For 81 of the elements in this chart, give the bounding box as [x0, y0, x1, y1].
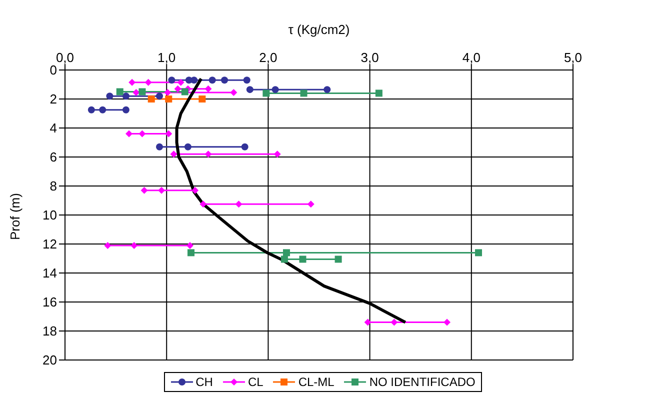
- y-axis-title: Prof (m): [8, 193, 23, 240]
- y-tick-label: 0: [50, 62, 57, 78]
- x-tick-label: 2,0: [259, 50, 278, 65]
- point: [177, 78, 184, 86]
- point: [208, 76, 216, 84]
- legend-label: CL: [248, 375, 264, 389]
- point: [165, 96, 172, 102]
- point: [116, 88, 124, 96]
- point: [272, 86, 279, 94]
- point: [324, 86, 331, 94]
- y-tick-label: 18: [42, 324, 57, 339]
- point: [192, 186, 199, 194]
- point: [204, 85, 212, 92]
- y-tick-label: 2: [50, 92, 57, 107]
- x-tick-label: 0,0: [56, 50, 74, 65]
- point: [200, 200, 207, 208]
- point: [164, 88, 172, 96]
- point: [186, 242, 194, 249]
- x-tick-label: 1,0: [158, 50, 176, 65]
- point: [184, 143, 192, 150]
- x-axis-title: τ (Kg/cm2): [288, 22, 350, 38]
- legend-label: CH: [196, 375, 213, 389]
- point: [221, 76, 228, 84]
- point: [140, 186, 148, 194]
- point: [274, 150, 281, 158]
- point: [104, 242, 112, 249]
- x-tick-label: 3,0: [360, 50, 379, 65]
- point: [235, 200, 242, 208]
- point: [243, 76, 250, 84]
- point: [307, 200, 314, 208]
- legend-label: CL-ML: [298, 375, 334, 389]
- point: [174, 85, 182, 92]
- point: [170, 150, 178, 158]
- point: [246, 86, 254, 94]
- point: [138, 88, 146, 96]
- point: [390, 318, 398, 326]
- point: [190, 76, 198, 84]
- point: [300, 90, 308, 97]
- point: [158, 186, 166, 194]
- point: [168, 76, 176, 84]
- point: [165, 130, 172, 138]
- point: [375, 90, 382, 97]
- point: [99, 106, 106, 114]
- y-tick-label: 20: [42, 352, 57, 368]
- point: [198, 96, 206, 102]
- point: [106, 92, 114, 100]
- point: [187, 249, 194, 256]
- point: [156, 92, 163, 100]
- point: [241, 143, 248, 150]
- y-tick-label: 8: [50, 178, 57, 194]
- y-tick-label: 16: [42, 294, 57, 310]
- point: [122, 92, 130, 100]
- point: [144, 78, 152, 86]
- point: [122, 106, 130, 114]
- point: [126, 130, 133, 138]
- point: [132, 88, 140, 96]
- x-tick-label: 5,0: [564, 50, 582, 65]
- point: [364, 318, 372, 326]
- y-tick-label: 10: [42, 208, 57, 223]
- y-tick-label: 14: [42, 266, 57, 281]
- point: [444, 318, 451, 326]
- point: [138, 130, 146, 138]
- point: [262, 90, 270, 97]
- point: [204, 150, 212, 158]
- legend-label: NO IDENTIFICADO: [369, 375, 476, 389]
- point: [181, 88, 188, 96]
- point: [148, 96, 155, 102]
- point: [280, 256, 288, 263]
- point: [230, 88, 238, 96]
- y-tick-label: 4: [50, 120, 57, 136]
- point: [128, 78, 136, 86]
- x-tick-label: 4,0: [462, 50, 480, 65]
- point: [282, 249, 290, 256]
- point: [88, 106, 95, 114]
- y-tick-label: 6: [50, 150, 57, 165]
- point: [475, 249, 482, 256]
- point: [130, 242, 138, 249]
- y-tick-label: 12: [42, 236, 57, 252]
- point: [156, 143, 163, 150]
- point: [299, 256, 306, 263]
- point: [334, 256, 342, 263]
